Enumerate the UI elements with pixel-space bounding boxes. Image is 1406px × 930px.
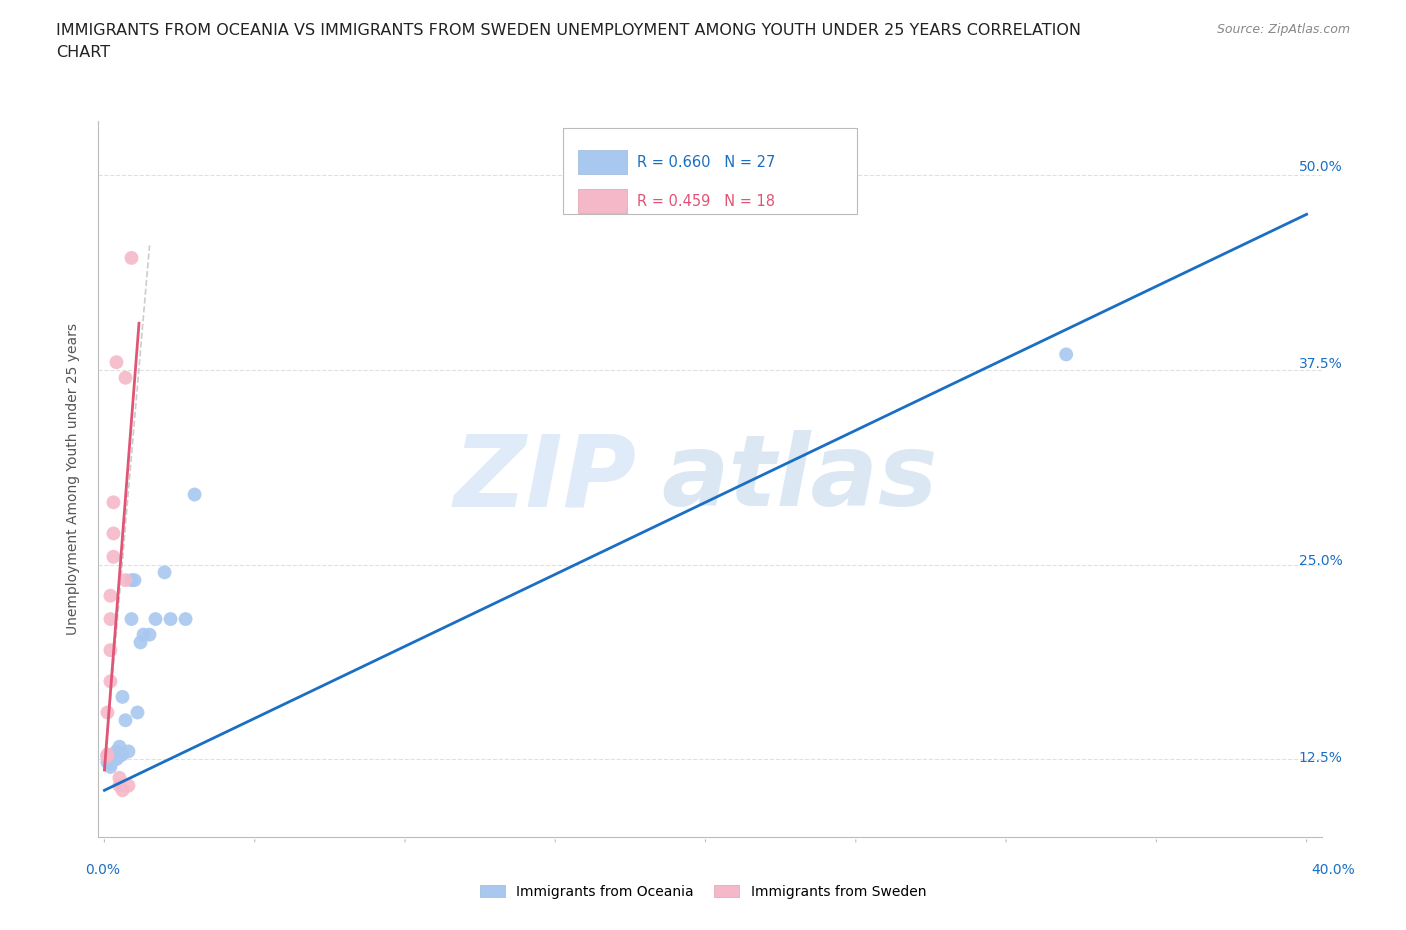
- Text: Source: ZipAtlas.com: Source: ZipAtlas.com: [1216, 23, 1350, 36]
- Text: 25.0%: 25.0%: [1299, 554, 1343, 568]
- Point: [111, 747, 134, 762]
- Point: [132, 627, 155, 642]
- Point: [100, 674, 122, 689]
- FancyBboxPatch shape: [578, 189, 627, 213]
- Point: [105, 354, 128, 369]
- Point: [114, 370, 136, 385]
- Text: atlas: atlas: [661, 431, 938, 527]
- Point: [103, 747, 125, 762]
- Legend: Immigrants from Oceania, Immigrants from Sweden: Immigrants from Oceania, Immigrants from…: [474, 880, 932, 905]
- Text: 37.5%: 37.5%: [1299, 357, 1343, 371]
- Text: 12.5%: 12.5%: [1299, 751, 1343, 765]
- Point: [1054, 347, 1077, 362]
- Point: [108, 739, 131, 754]
- Point: [127, 705, 149, 720]
- Point: [145, 612, 167, 627]
- Point: [159, 612, 181, 627]
- Point: [100, 756, 122, 771]
- Point: [108, 778, 131, 793]
- Text: R = 0.660   N = 27: R = 0.660 N = 27: [637, 155, 775, 170]
- Point: [108, 749, 131, 764]
- FancyBboxPatch shape: [578, 151, 627, 175]
- Point: [111, 783, 134, 798]
- Point: [153, 565, 176, 579]
- Point: [121, 612, 143, 627]
- Point: [174, 612, 197, 627]
- Point: [96, 749, 118, 764]
- Point: [121, 250, 143, 265]
- Point: [105, 744, 128, 759]
- Point: [129, 635, 152, 650]
- Point: [114, 712, 136, 727]
- Point: [96, 705, 118, 720]
- Text: IMMIGRANTS FROM OCEANIA VS IMMIGRANTS FROM SWEDEN UNEMPLOYMENT AMONG YOUTH UNDER: IMMIGRANTS FROM OCEANIA VS IMMIGRANTS FR…: [56, 23, 1081, 38]
- Point: [103, 751, 125, 766]
- Text: 40.0%: 40.0%: [1310, 862, 1355, 877]
- Point: [108, 770, 131, 785]
- Text: R = 0.459   N = 18: R = 0.459 N = 18: [637, 193, 775, 208]
- Point: [121, 573, 143, 588]
- Point: [103, 550, 125, 565]
- Point: [100, 589, 122, 604]
- Point: [124, 573, 146, 588]
- Point: [183, 487, 205, 502]
- Point: [117, 744, 139, 759]
- Point: [103, 495, 125, 510]
- Point: [105, 751, 128, 766]
- Point: [100, 760, 122, 775]
- Point: [111, 689, 134, 704]
- Point: [96, 749, 118, 764]
- Y-axis label: Unemployment Among Youth under 25 years: Unemployment Among Youth under 25 years: [66, 323, 80, 635]
- Text: 50.0%: 50.0%: [1299, 160, 1343, 174]
- FancyBboxPatch shape: [564, 128, 856, 214]
- Point: [138, 627, 160, 642]
- Point: [117, 778, 139, 793]
- Point: [114, 573, 136, 588]
- Point: [96, 755, 118, 770]
- Text: CHART: CHART: [56, 45, 110, 60]
- Point: [100, 643, 122, 658]
- Text: 0.0%: 0.0%: [86, 862, 120, 877]
- Point: [100, 612, 122, 627]
- Text: ZIP: ZIP: [454, 431, 637, 527]
- Point: [103, 526, 125, 541]
- Point: [96, 747, 118, 762]
